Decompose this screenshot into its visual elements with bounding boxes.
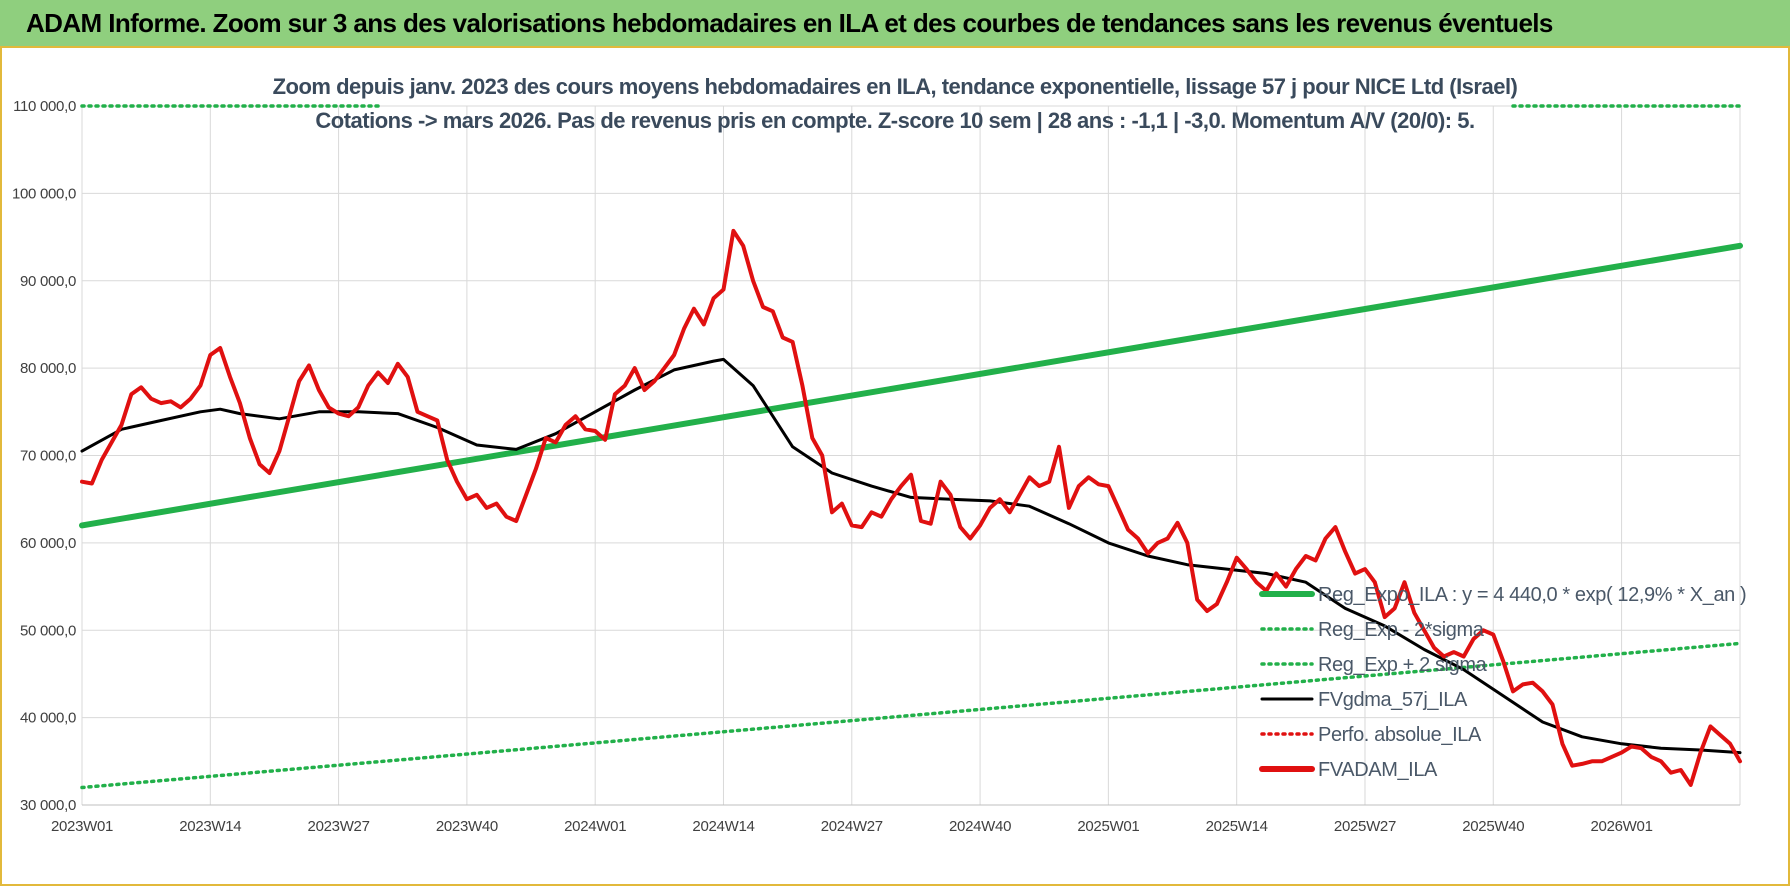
legend-label: FVgdma_57j_ILA [1318,689,1468,711]
y-tick-label: 100 000,0 [12,185,76,202]
legend-label: FVADAM_ILA [1318,759,1438,781]
x-tick-label: 2024W01 [564,818,626,835]
x-tick-label: 2024W14 [692,818,754,835]
series-reg-expo-line [79,242,1743,529]
x-tick-label: 2025W14 [1206,818,1268,835]
y-tick-label: 70 000,0 [20,448,76,465]
y-axis: 30 000,0 40 000,0 50 000,0 60 000,0 70 000,0… [12,98,76,814]
x-tick-label: 2025W40 [1462,818,1524,835]
x-tick-label: 2025W27 [1334,818,1396,835]
chart-subtitle-line2: Cotations -> mars 2026. Pas de revenus p… [315,108,1474,133]
x-tick-label: 2024W27 [821,818,883,835]
x-tick-label: 2024W40 [949,818,1011,835]
x-tick-label: 2026W01 [1591,818,1653,835]
legend-label: Reg_Expo_ILA : y = 4 440,0 * exp( 12,9% … [1318,584,1746,606]
x-tick-label: 2025W01 [1077,818,1139,835]
y-tick-label: 30 000,0 [20,797,76,814]
series-layer [79,104,1743,790]
page-title: ADAM Informe. Zoom sur 3 ans des valoris… [26,8,1553,38]
x-tick-label: 2023W27 [308,818,370,835]
legend-label: Reg_Exp + 2 sigma [1318,654,1488,676]
legend-label: Reg_Exp - 2*sigma [1318,619,1485,641]
x-tick-label: 2023W01 [51,818,113,835]
y-tick-label: 80 000,0 [20,360,76,377]
y-tick-label: 40 000,0 [20,710,76,727]
y-tick-label: 110 000,0 [13,98,76,115]
y-tick-label: 90 000,0 [20,273,76,290]
y-tick-label: 60 000,0 [20,535,76,552]
chart-frame [0,48,1790,886]
x-tick-label: 2023W40 [436,818,498,835]
legend-label: Perfo. absolue_ILA [1318,724,1482,746]
x-tick-label: 2023W14 [179,818,241,835]
grid [81,105,1741,806]
series-fvadam-line [80,228,1742,787]
legend: Reg_Expo_ILA : y = 4 440,0 * exp( 12,9% … [1259,584,1747,781]
series-reg-minus-2sigma-line [80,641,1742,790]
chart-subtitle-line1: Zoom depuis janv. 2023 des cours moyens … [273,74,1518,99]
x-axis: 2023W01 2023W14 2023W27 2023W40 2024W01 2024W… [51,818,1653,835]
series-fvgdma-57j-line [80,357,1742,755]
y-tick-label: 50 000,0 [20,622,76,639]
title-banner: ADAM Informe. Zoom sur 3 ans des valoris… [0,0,1790,48]
